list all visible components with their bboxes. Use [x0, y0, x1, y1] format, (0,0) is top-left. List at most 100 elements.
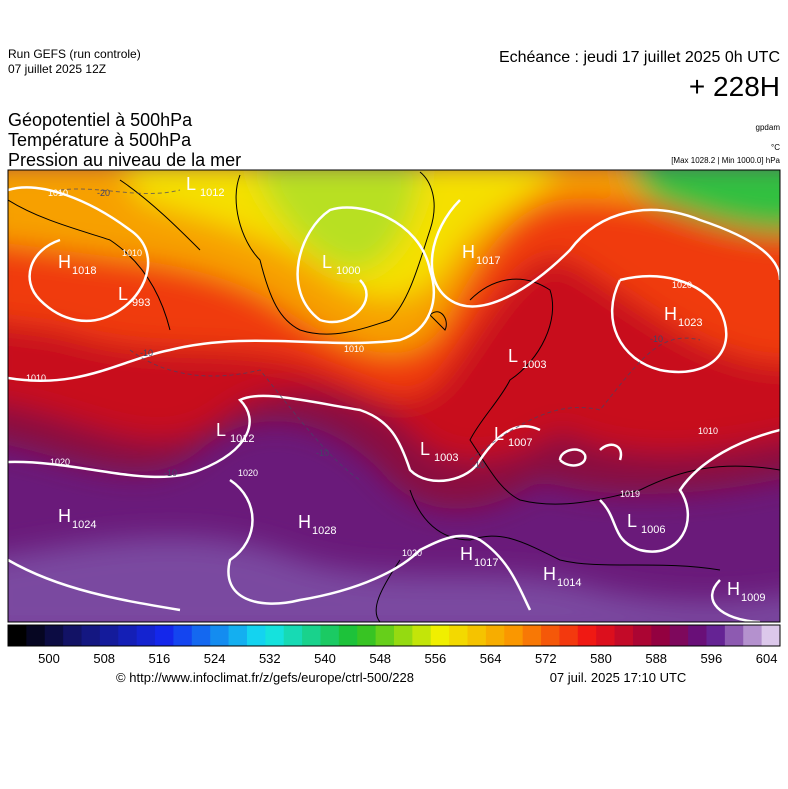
colorbar-tick: 564 — [480, 651, 502, 666]
colorbar-cell — [320, 625, 340, 646]
colorbar-tick: 508 — [93, 651, 115, 666]
colorbar-cell — [688, 625, 707, 646]
center-value: 993 — [132, 297, 150, 309]
center-value: 1023 — [678, 317, 702, 329]
colorbar-tick: 516 — [149, 651, 171, 666]
colorbar-cell — [614, 625, 634, 646]
colorbar-cell — [375, 625, 395, 646]
colorbar-cell — [246, 625, 266, 646]
field: Température à 500hPa — [8, 130, 192, 150]
valid-time: Echéance : jeudi 17 juillet 2025 0h UTC — [499, 49, 780, 66]
run-date: 07 juillet 2025 12Z — [8, 62, 106, 76]
center-kind: H — [58, 252, 71, 272]
colorbar-cell — [522, 625, 542, 646]
isobar-label: 1020 — [402, 548, 422, 558]
temp-label: -10 — [164, 468, 177, 478]
center-kind: H — [543, 564, 556, 584]
isobar-label: 1010 — [48, 188, 68, 198]
center-kind: H — [58, 506, 71, 526]
colorbar-cell — [485, 625, 505, 646]
colorbar-tick: 604 — [756, 651, 778, 666]
colorbar-cell — [467, 625, 487, 646]
temp-label: -10 — [472, 460, 485, 470]
temp-label: -10 — [140, 348, 153, 358]
center-value: 1017 — [476, 255, 500, 267]
colorbar-cell — [283, 625, 303, 646]
temp-label: -20 — [97, 188, 110, 198]
center-kind: L — [322, 252, 332, 272]
colorbar-cell — [99, 625, 119, 646]
colorbar-tick: 500 — [38, 651, 60, 666]
unit: °C — [771, 143, 780, 152]
lead-time: + 228H — [689, 71, 780, 102]
temp-label: -10 — [316, 448, 329, 458]
colorbar-cell — [577, 625, 597, 646]
center-kind: H — [460, 544, 473, 564]
colorbar-cell — [449, 625, 469, 646]
isobar-label: 1020 — [672, 280, 692, 290]
center-value: 1012 — [200, 187, 224, 199]
colorbar-cell — [302, 625, 321, 646]
center-kind: L — [186, 174, 196, 194]
colorbar-cell — [430, 625, 450, 646]
colorbar-tick: 596 — [701, 651, 723, 666]
colorbar-cell — [228, 625, 248, 646]
colorbar-tick: 548 — [369, 651, 391, 666]
colorbar-cell — [155, 625, 174, 646]
colorbar-cell — [504, 625, 524, 646]
colorbar-cell — [81, 625, 101, 646]
colorbar-cell — [669, 625, 689, 646]
colorbar-cell — [173, 625, 193, 646]
colorbar-cell — [357, 625, 377, 646]
center-kind: L — [216, 420, 226, 440]
unit: gpdam — [756, 123, 781, 132]
isobar-label: 1020 — [50, 457, 70, 467]
colorbar-cell — [632, 625, 652, 646]
isobar-label: 1010 — [122, 248, 142, 258]
center-kind: H — [462, 242, 475, 262]
isobar-label: 1010 — [26, 373, 46, 383]
isobar-label: 1010 — [344, 344, 364, 354]
center-kind: H — [664, 304, 677, 324]
colorbar-tick: 580 — [590, 651, 612, 666]
center-value: 1000 — [336, 265, 360, 277]
field: Pression au niveau de la mer — [8, 150, 241, 170]
center-value: 1006 — [641, 524, 665, 536]
colorbar-cell — [118, 625, 138, 646]
run: Run GEFS (run controle) — [8, 47, 141, 61]
isobar-label: 1019 — [620, 489, 640, 499]
map-frame — [7, 169, 781, 623]
isobar-label: 1020 — [238, 468, 258, 478]
center-kind: H — [298, 512, 311, 532]
colorbar-cell — [724, 625, 744, 646]
center-value: 1012 — [230, 433, 254, 445]
center-kind: L — [420, 439, 430, 459]
colorbar-cell — [191, 625, 211, 646]
colorbar-cell — [761, 625, 781, 646]
colorbar-cell — [706, 625, 726, 646]
center-value: 1009 — [741, 592, 765, 604]
center-kind: L — [627, 511, 637, 531]
field: Géopotentiel à 500hPa — [8, 110, 193, 130]
center-value: 1014 — [557, 577, 581, 589]
colorbar-cell — [651, 625, 671, 646]
center-value: 1007 — [508, 437, 532, 449]
center-kind: H — [727, 579, 740, 599]
colorbar-frame — [7, 624, 781, 647]
colorbar-tick: 540 — [314, 651, 336, 666]
colorbar-tick: 532 — [259, 651, 281, 666]
colorbar-cell — [559, 625, 579, 646]
issued: 07 juil. 2025 17:10 UTC — [550, 670, 687, 685]
colorbar-cell — [743, 625, 763, 646]
colorbar-cell — [63, 625, 83, 646]
source: © http://www.infoclimat.fr/z/gefs/europe… — [116, 670, 414, 685]
colorbar-cell — [338, 625, 358, 646]
colorbar-cell — [412, 625, 432, 646]
colorbar-cell — [596, 625, 616, 646]
center-value: 1003 — [434, 452, 458, 464]
colorbar-cell — [8, 625, 27, 646]
center-kind: L — [118, 284, 128, 304]
